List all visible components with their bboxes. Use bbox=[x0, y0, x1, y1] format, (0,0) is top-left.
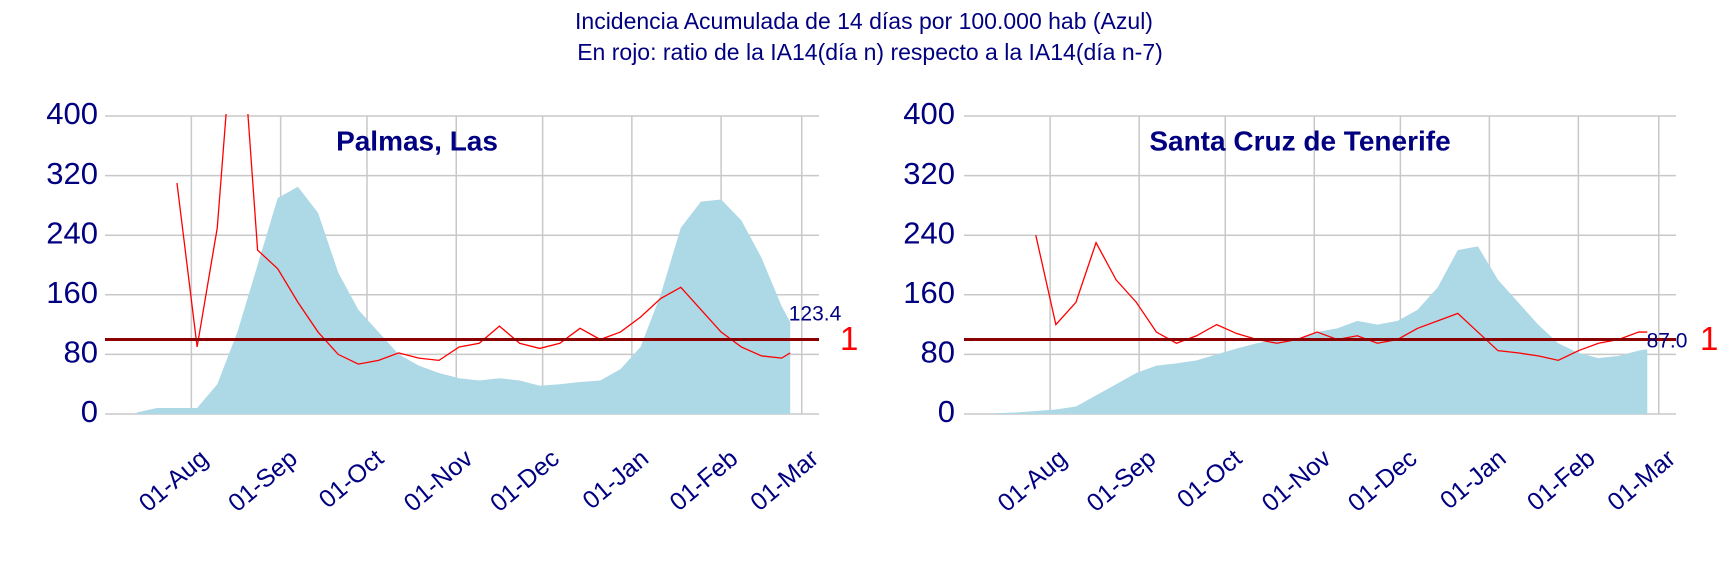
y-tick-label: 240 bbox=[46, 215, 98, 250]
x-tick-label: 01-Nov bbox=[1257, 444, 1337, 518]
y-tick-label: 320 bbox=[46, 156, 98, 191]
reference-label: 1 bbox=[1700, 320, 1718, 357]
y-tick-label: 320 bbox=[903, 156, 955, 191]
x-tick-label: 01-Aug bbox=[992, 444, 1072, 517]
panel-title: Santa Cruz de Tenerife bbox=[1149, 125, 1450, 156]
y-tick-label: 160 bbox=[903, 275, 955, 310]
chart-subtitle: En rojo: ratio de la IA14(día n) respect… bbox=[577, 39, 1163, 65]
x-tick-label: 01-Oct bbox=[314, 444, 390, 514]
x-tick-label: 01-Mar bbox=[1602, 444, 1681, 516]
y-tick-label: 160 bbox=[46, 275, 98, 310]
y-tick-label: 400 bbox=[903, 96, 955, 131]
x-tick-label: 01-Jan bbox=[1435, 444, 1512, 515]
y-tick-label: 400 bbox=[46, 96, 98, 131]
panel-title: Palmas, Las bbox=[336, 125, 498, 156]
x-tick-label: 01-Jan bbox=[577, 444, 654, 515]
chart-title: Incidencia Acumulada de 14 días por 100.… bbox=[575, 8, 1153, 34]
x-tick-label: 01-Feb bbox=[1522, 444, 1601, 516]
end-label: 87.0 bbox=[1647, 330, 1688, 353]
x-tick-label: 01-Feb bbox=[665, 444, 744, 516]
x-tick-label: 01-Sep bbox=[223, 444, 303, 517]
x-tick-label: 01-Dec bbox=[485, 444, 565, 517]
x-tick-label: 01-Mar bbox=[745, 444, 824, 516]
area bbox=[136, 186, 791, 414]
y-tick-label: 0 bbox=[81, 394, 98, 429]
line bbox=[176, 114, 791, 365]
line bbox=[1035, 235, 1648, 362]
y-tick-label: 80 bbox=[64, 335, 98, 370]
x-tick-label: 01-Aug bbox=[134, 444, 214, 517]
x-tick-label: 01-Nov bbox=[399, 444, 479, 518]
area bbox=[995, 246, 1648, 414]
x-tick-label: 01-Dec bbox=[1343, 444, 1423, 517]
y-tick-label: 0 bbox=[938, 394, 955, 429]
x-tick-label: 01-Sep bbox=[1081, 444, 1161, 517]
reference-label: 1 bbox=[840, 320, 858, 357]
end-label: 123.4 bbox=[789, 303, 842, 326]
y-tick-label: 80 bbox=[921, 335, 955, 370]
y-tick-label: 240 bbox=[903, 215, 955, 250]
x-tick-label: 01-Oct bbox=[1172, 444, 1248, 514]
